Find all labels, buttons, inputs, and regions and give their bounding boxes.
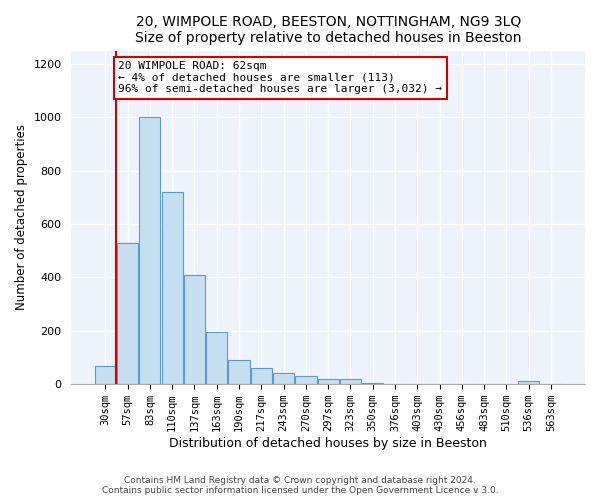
Bar bbox=[518, 381, 539, 384]
Bar bbox=[362, 383, 383, 384]
Bar bbox=[206, 332, 227, 384]
Bar bbox=[340, 379, 361, 384]
Bar bbox=[95, 366, 116, 384]
Bar bbox=[161, 192, 183, 384]
Title: 20, WIMPOLE ROAD, BEESTON, NOTTINGHAM, NG9 3LQ
Size of property relative to deta: 20, WIMPOLE ROAD, BEESTON, NOTTINGHAM, N… bbox=[135, 15, 521, 45]
Bar bbox=[295, 376, 317, 384]
Y-axis label: Number of detached properties: Number of detached properties bbox=[15, 124, 28, 310]
Bar bbox=[184, 275, 205, 384]
X-axis label: Distribution of detached houses by size in Beeston: Distribution of detached houses by size … bbox=[169, 437, 487, 450]
Bar bbox=[139, 118, 160, 384]
Bar bbox=[251, 368, 272, 384]
Text: 20 WIMPOLE ROAD: 62sqm
← 4% of detached houses are smaller (113)
96% of semi-det: 20 WIMPOLE ROAD: 62sqm ← 4% of detached … bbox=[118, 61, 442, 94]
Bar bbox=[117, 242, 138, 384]
Bar bbox=[273, 372, 294, 384]
Text: Contains HM Land Registry data © Crown copyright and database right 2024.
Contai: Contains HM Land Registry data © Crown c… bbox=[101, 476, 499, 495]
Bar bbox=[229, 360, 250, 384]
Bar bbox=[317, 380, 339, 384]
